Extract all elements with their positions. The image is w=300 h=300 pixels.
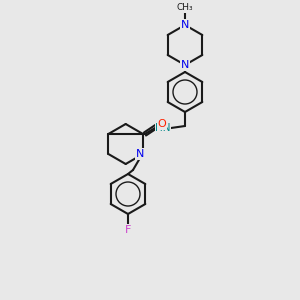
Text: F: F: [125, 225, 131, 235]
Text: CH₃: CH₃: [177, 4, 193, 13]
Text: O: O: [158, 119, 166, 129]
Text: N: N: [181, 60, 189, 70]
Text: HN: HN: [155, 123, 171, 133]
Text: N: N: [181, 20, 189, 30]
Text: N: N: [136, 149, 144, 159]
